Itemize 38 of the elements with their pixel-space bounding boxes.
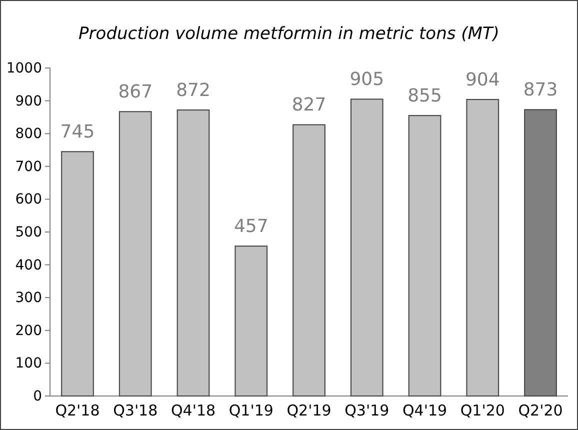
y-tick-label: 700 xyxy=(15,158,42,175)
bar xyxy=(350,98,384,396)
y-tick-label: 400 xyxy=(15,257,42,274)
data-label: 827 xyxy=(292,94,326,116)
x-tick-label: Q1'19 xyxy=(228,402,274,420)
bar xyxy=(408,115,442,396)
chart-title: Production volume metformin in metric tons (MT) xyxy=(78,24,500,44)
data-label: 872 xyxy=(176,80,210,101)
data-label: 855 xyxy=(408,86,442,107)
data-label: 867 xyxy=(118,82,153,103)
x-tick-label: Q2'19 xyxy=(286,402,332,420)
y-tick-label: 500 xyxy=(15,224,42,240)
y-tick-label: 300 xyxy=(15,290,42,306)
y-tick-label: 900 xyxy=(15,93,42,110)
y-tick-label: 200 xyxy=(15,322,42,339)
x-tick-label: Q4'19 xyxy=(402,402,448,420)
y-tick-label: 600 xyxy=(15,192,42,208)
bar xyxy=(118,111,152,396)
y-tick-label: 100 xyxy=(15,356,42,372)
bar xyxy=(466,98,500,396)
data-label: 457 xyxy=(234,216,268,238)
x-tick-label: Q3'19 xyxy=(344,402,390,420)
bar xyxy=(234,246,268,396)
x-tick-label: Q2'20 xyxy=(518,402,563,420)
x-tick-label: Q4'18 xyxy=(170,402,216,420)
bar xyxy=(176,109,210,396)
data-label: 905 xyxy=(350,69,384,90)
x-tick-label: Q2'18 xyxy=(55,402,100,420)
y-tick-label: 1000 xyxy=(6,60,42,76)
y-tick-label: 800 xyxy=(15,126,42,142)
bar xyxy=(292,124,326,396)
data-label: 873 xyxy=(523,80,558,101)
y-tick-label: 0 xyxy=(33,388,42,404)
x-tick-label: Q1'20 xyxy=(460,402,505,420)
bar xyxy=(61,151,94,396)
x-tick-label: Q3'18 xyxy=(113,402,158,420)
data-label: 745 xyxy=(60,122,95,143)
data-label: 904 xyxy=(465,69,500,90)
